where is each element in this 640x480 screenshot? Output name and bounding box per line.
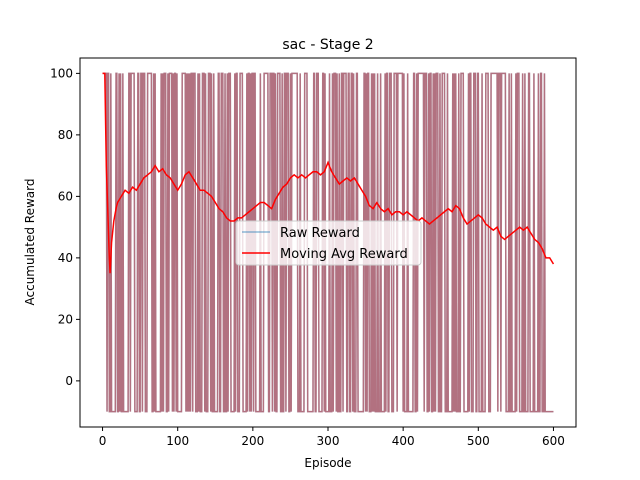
x-tick-label: 600 <box>542 434 565 448</box>
axes-frame <box>79 57 577 428</box>
y-tick-label: 40 <box>58 251 73 265</box>
x-tick-label: 200 <box>241 434 264 448</box>
y-axis-label: Accumulated Reward <box>23 179 37 306</box>
y-axis-ticks: 0 20 40 60 80 100 <box>50 66 80 388</box>
y-tick-label: 60 <box>58 189 73 203</box>
legend-raw-label: Raw Reward <box>280 226 360 241</box>
raw-reward-overlay-line <box>102 72 554 413</box>
x-tick-label: 0 <box>99 434 107 448</box>
y-tick-label: 20 <box>58 312 73 326</box>
x-tick-label: 400 <box>392 434 415 448</box>
y-tick-label: 80 <box>58 128 73 142</box>
moving-avg-reward-line <box>102 72 555 274</box>
legend: Raw Reward Moving Avg Reward <box>235 220 422 266</box>
legend-box <box>235 220 422 266</box>
x-axis-ticks: 0 100 200 300 400 500 600 <box>99 427 565 448</box>
x-tick-label: 500 <box>467 434 490 448</box>
x-tick-label: 300 <box>317 434 340 448</box>
legend-avg-label: Moving Avg Reward <box>280 247 408 262</box>
chart-title: sac - Stage 2 <box>282 37 373 53</box>
x-axis-label: Episode <box>304 456 351 470</box>
plot-area <box>102 72 555 413</box>
x-tick-label: 100 <box>166 434 189 448</box>
y-tick-label: 0 <box>65 374 73 388</box>
y-tick-label: 100 <box>50 66 73 80</box>
